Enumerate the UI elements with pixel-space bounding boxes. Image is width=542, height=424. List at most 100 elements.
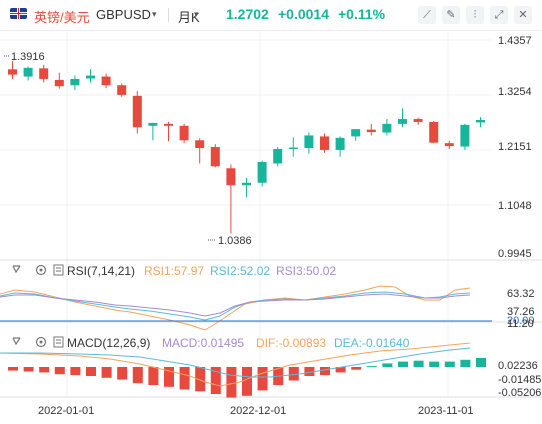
candle-body (117, 85, 127, 95)
macd-bar (398, 361, 408, 367)
draw-icon[interactable]: ✎ (442, 6, 460, 24)
macd-bar (413, 360, 424, 367)
macd-bar (351, 367, 362, 370)
last-price: 1.2702 (226, 6, 269, 22)
symbol-dropdown-icon[interactable]: ▾ (152, 9, 157, 19)
macd-visibility-icon[interactable] (12, 337, 21, 346)
candle-body (8, 69, 17, 75)
macd-bar (335, 367, 346, 373)
macd-bar (195, 367, 206, 392)
macd-bar (304, 367, 315, 376)
x-tick: 2022-12-01 (230, 405, 286, 417)
candle-body (195, 140, 205, 148)
macd-tick: -0.01485 (498, 374, 541, 386)
x-tick: 2023-11-01 (418, 405, 473, 417)
x-tick: 2022-01-01 (38, 405, 94, 417)
macd-bar (429, 361, 440, 367)
candle-body (179, 125, 189, 141)
candle-body (366, 129, 376, 133)
macd-tick: -0.05206 (498, 387, 541, 399)
candle-body (86, 75, 95, 79)
period-dropdown-icon[interactable]: ▾ (194, 9, 199, 19)
rsi-visibility-icon[interactable] (12, 265, 21, 274)
macd-lines (0, 342, 471, 387)
price-change-pct: +0.11% (338, 6, 386, 22)
candle-body (444, 143, 454, 147)
rsi1-line (0, 285, 471, 331)
rsi-tick: 20.00 (507, 315, 535, 327)
symbol-name[interactable]: 英镑/美元 (34, 10, 90, 25)
indicator-icon[interactable]: ⫶ (466, 6, 484, 24)
macd-bar (132, 367, 143, 384)
rsi-tick: 11.20 (507, 318, 534, 330)
candle-body (23, 67, 33, 77)
candle-body (54, 79, 64, 87)
candle-body (288, 147, 298, 149)
macd-bar (382, 363, 393, 367)
divider (168, 8, 169, 22)
macd-bar (366, 366, 377, 368)
rsi3-value: RSI3:50.02 (276, 264, 336, 278)
macd-bar (117, 367, 128, 380)
macd-tick: 0.02236 (498, 360, 538, 372)
candle-body (335, 137, 345, 150)
macd-bar (86, 367, 96, 376)
top-bar: 英镑/美元 GBPUSD ▾ 月K ▾ 1.2702 +0.0014 +0.11… (0, 0, 542, 31)
macd-bar (476, 358, 486, 367)
rsi-menu-icon[interactable] (53, 264, 64, 276)
price-tick: 0.9945 (498, 248, 532, 260)
macd-bar (164, 367, 174, 387)
candle-body (429, 121, 439, 143)
macd-bar (257, 367, 268, 391)
macd-bar (54, 367, 65, 375)
macd-settings-icon[interactable] (35, 336, 47, 348)
macd-bar (288, 367, 299, 381)
macd-bar (8, 367, 18, 371)
macd-bar (179, 367, 190, 390)
macd-bar (23, 367, 34, 372)
close-icon[interactable]: ✕ (514, 6, 532, 24)
rsi-lines (0, 285, 492, 331)
candle-body (210, 147, 220, 167)
price-tick: 1.3254 (498, 86, 532, 98)
candle-body (304, 135, 314, 148)
rsi2-value: RSI2:52.02 (210, 264, 270, 278)
symbol-code[interactable]: GBPUSD (96, 7, 151, 22)
macd-bar (320, 367, 330, 376)
fullscreen-icon[interactable]: ⤢ (490, 6, 508, 24)
price-change: +0.0014 (278, 6, 329, 22)
price-tick: 1.4357 (498, 35, 532, 47)
macd-bar (210, 367, 221, 394)
high-label: 1.3916 (11, 51, 45, 63)
candle-body (413, 119, 423, 122)
macd-bar (39, 367, 50, 373)
candle-body (382, 123, 392, 133)
rsi3-line (0, 293, 471, 317)
candle-body (226, 168, 236, 186)
rsi-title: RSI(7,14,21) (67, 264, 135, 278)
macd-menu-icon[interactable] (53, 336, 64, 348)
rsi-settings-icon[interactable] (35, 264, 47, 276)
macd-title: MACD(12,26,9) (67, 336, 150, 350)
macd-bar (242, 367, 252, 396)
rsi-tick: 63.32 (507, 288, 535, 300)
period-select[interactable]: 月K (178, 10, 200, 25)
candle-body (132, 95, 142, 128)
price-tick: 1.2151 (498, 141, 532, 153)
dea-line (0, 347, 471, 378)
macd-bar (101, 367, 112, 378)
candle-body (460, 124, 470, 147)
macd-bar (70, 367, 81, 376)
candle-body (148, 122, 158, 126)
price-grid (0, 32, 492, 397)
candle-body (273, 148, 283, 164)
macd-bar (444, 361, 455, 367)
dea-value: DEA:-0.01640 (334, 336, 410, 350)
candle-body (351, 129, 361, 137)
candle-body (164, 123, 173, 126)
macd-bar (226, 367, 237, 398)
line-chart-icon[interactable]: ⟋ (418, 6, 436, 24)
rsi1-value: RSI1:57.97 (144, 264, 204, 278)
macd-value: MACD:0.01495 (162, 336, 244, 350)
